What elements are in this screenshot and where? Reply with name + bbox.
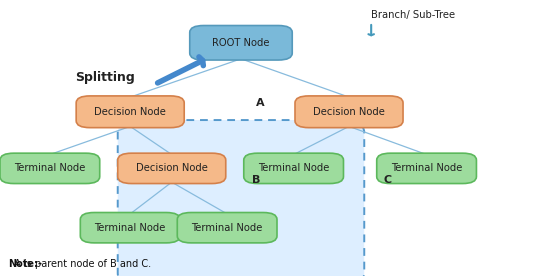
Text: Terminal Node: Terminal Node — [391, 163, 462, 173]
Text: Terminal Node: Terminal Node — [192, 223, 263, 233]
Text: Decision Node: Decision Node — [94, 107, 166, 117]
FancyBboxPatch shape — [189, 26, 293, 60]
FancyBboxPatch shape — [117, 120, 365, 276]
Text: A: A — [256, 99, 265, 108]
FancyBboxPatch shape — [117, 153, 226, 184]
Text: Note:-: Note:- — [8, 259, 42, 269]
FancyBboxPatch shape — [377, 153, 476, 184]
Text: Branch/ Sub-Tree: Branch/ Sub-Tree — [371, 10, 455, 20]
Text: Decision Node: Decision Node — [313, 107, 385, 117]
Text: Terminal Node: Terminal Node — [95, 223, 166, 233]
Text: Terminal Node: Terminal Node — [258, 163, 329, 173]
Text: Splitting: Splitting — [75, 71, 135, 84]
Text: ROOT Node: ROOT Node — [212, 38, 270, 48]
FancyBboxPatch shape — [295, 96, 403, 128]
FancyBboxPatch shape — [80, 213, 180, 243]
Text: Terminal Node: Terminal Node — [14, 163, 85, 173]
FancyBboxPatch shape — [177, 213, 277, 243]
Text: C: C — [384, 175, 392, 185]
Text: B: B — [252, 175, 260, 185]
FancyBboxPatch shape — [0, 153, 100, 184]
Text: Decision Node: Decision Node — [136, 163, 208, 173]
FancyBboxPatch shape — [76, 96, 184, 128]
FancyBboxPatch shape — [244, 153, 343, 184]
Text: A is parent node of B and C.: A is parent node of B and C. — [8, 259, 151, 269]
